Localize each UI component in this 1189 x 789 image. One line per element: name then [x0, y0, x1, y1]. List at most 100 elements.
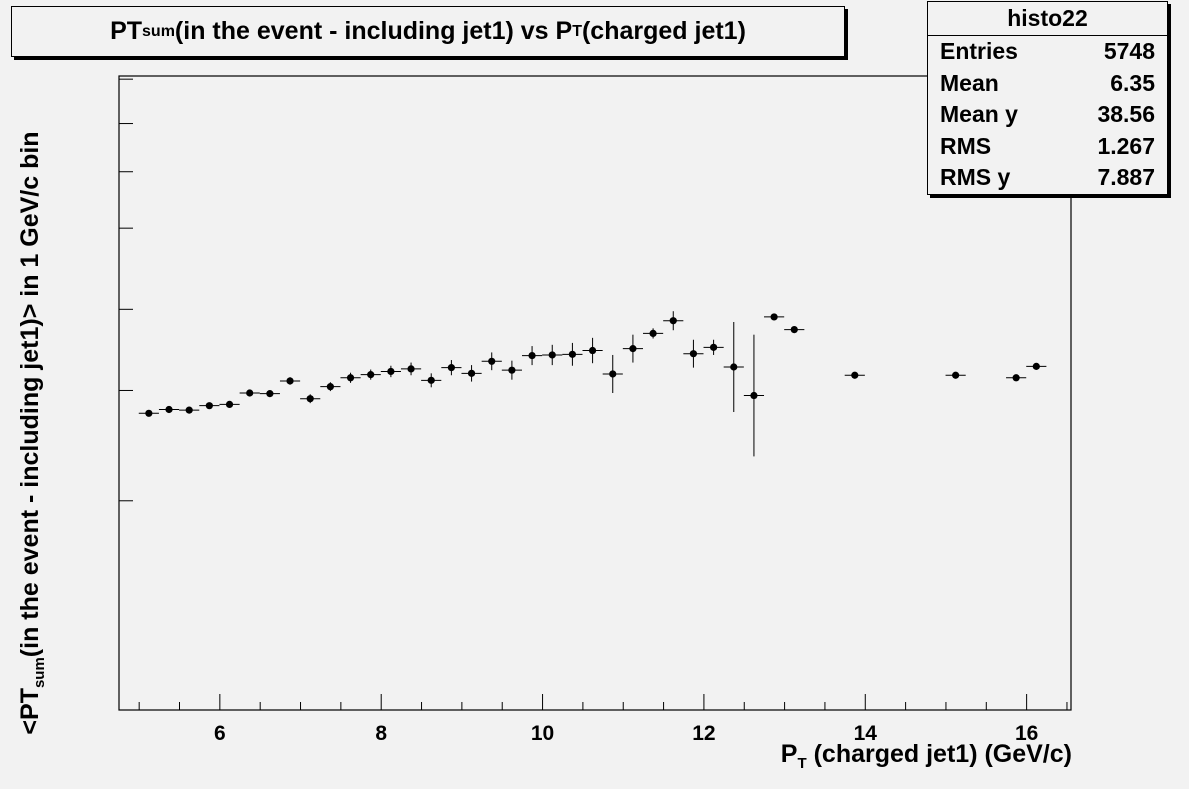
data-point: [320, 382, 341, 392]
point-marker: [730, 363, 738, 371]
xlabel-pre: P: [780, 740, 798, 768]
data-point: [138, 409, 159, 417]
data-point: [562, 342, 583, 366]
title-sub: sum: [142, 22, 175, 40]
point-marker: [568, 350, 577, 358]
data-point: [179, 406, 200, 414]
point-marker: [669, 317, 677, 325]
stats-row-entries: Entries 5748: [928, 36, 1167, 68]
stats-label: Mean y: [940, 101, 1018, 127]
ylabel-pre: <PT: [16, 688, 44, 735]
data-point: [158, 405, 180, 414]
xlabel-sub: T: [797, 755, 807, 772]
point-marker: [286, 377, 294, 385]
point-marker: [205, 402, 213, 410]
stats-histogram-name: histo22: [928, 2, 1167, 36]
point-marker: [145, 409, 153, 417]
point-marker: [649, 329, 657, 338]
x-axis: 6 8 10 12 14 16: [138, 694, 1068, 745]
point-marker: [588, 346, 597, 355]
data-point: [239, 389, 260, 397]
point-marker: [750, 391, 758, 400]
x-tick-label: 6: [214, 722, 226, 745]
stats-row-rms: RMS 1.267: [928, 131, 1167, 163]
point-marker: [1032, 362, 1040, 370]
y-axis: [119, 78, 133, 502]
point-marker: [367, 371, 375, 379]
stats-label: Mean: [940, 69, 999, 96]
data-point: [1026, 362, 1047, 370]
point-marker: [165, 405, 173, 414]
point-marker: [629, 345, 637, 353]
stats-value: 5748: [1103, 38, 1155, 64]
x-tick-label: 8: [375, 722, 387, 745]
data-point: [421, 373, 442, 388]
data-point: [380, 365, 401, 378]
point-marker: [346, 374, 355, 382]
data-point: [945, 371, 966, 379]
x-tick-label: 14: [854, 722, 878, 745]
point-marker: [266, 390, 274, 398]
data-point: [199, 402, 220, 410]
data-point: [300, 394, 321, 404]
data-point: [703, 339, 724, 355]
stats-row-mean-y: Mean y 38.56: [928, 99, 1167, 131]
point-marker: [851, 371, 859, 379]
point-marker: [306, 395, 314, 403]
x-axis-label: PT (charged jet1) (GeV/c): [781, 740, 1072, 772]
xlabel-post: (charged jet1) (GeV/c): [806, 740, 1072, 768]
data-point: [582, 337, 603, 364]
point-marker: [709, 343, 718, 351]
point-marker: [387, 367, 395, 376]
point-marker: [407, 365, 415, 373]
point-marker: [326, 383, 334, 391]
stats-label: RMS y: [940, 164, 1011, 190]
stats-value: 7.887: [1097, 164, 1155, 190]
data-point: [764, 313, 785, 321]
title-post: (charged jet1): [581, 17, 746, 45]
ylabel-sub: sum: [31, 657, 48, 689]
data-point: [360, 369, 381, 380]
point-marker: [1012, 374, 1020, 382]
title-sub2: T: [572, 22, 582, 40]
data-point: [259, 390, 280, 398]
ylabel-post: (in the event - including jet1)> in 1 Ge…: [16, 131, 44, 658]
stats-value: 38.56: [1097, 101, 1155, 127]
data-point: [743, 334, 765, 457]
data-point: [643, 328, 664, 339]
data-point: [1006, 374, 1027, 382]
stats-value: 1.267: [1097, 132, 1155, 159]
title-pre: PT: [110, 17, 143, 45]
plot-frame: [118, 75, 1072, 711]
data-point: [340, 372, 361, 383]
data-point: [542, 344, 563, 366]
data-point: [441, 360, 462, 376]
x-tick-label: 16: [1015, 722, 1038, 745]
data-point: [481, 352, 502, 371]
stats-row-rms-y: RMS y 7.887: [928, 162, 1167, 194]
data-point: [622, 334, 644, 363]
data-point: [521, 346, 543, 366]
stats-value: 6.35: [1110, 69, 1155, 96]
point-marker: [609, 370, 617, 378]
y-axis-label: <PTsum(in the event - including jet1)> i…: [16, 131, 48, 734]
x-tick-label: 10: [531, 722, 554, 745]
point-marker: [185, 406, 193, 414]
title-mid: (in the event - including jet1) vs P: [174, 17, 573, 45]
data-point: [784, 326, 805, 334]
chart-title: PT sum (in the event - including jet1) vs …: [11, 6, 845, 57]
point-marker: [790, 326, 798, 334]
point-marker: [548, 351, 556, 359]
point-marker: [952, 371, 960, 379]
stats-label: Entries: [940, 38, 1018, 64]
point-marker: [689, 350, 698, 358]
point-marker: [447, 364, 455, 372]
data-point: [279, 377, 301, 385]
data-point: [663, 311, 684, 331]
data-point: [602, 354, 623, 393]
data-point: [461, 365, 482, 382]
point-marker: [508, 366, 516, 374]
data-point: [219, 400, 240, 409]
data-points: [138, 311, 1047, 457]
